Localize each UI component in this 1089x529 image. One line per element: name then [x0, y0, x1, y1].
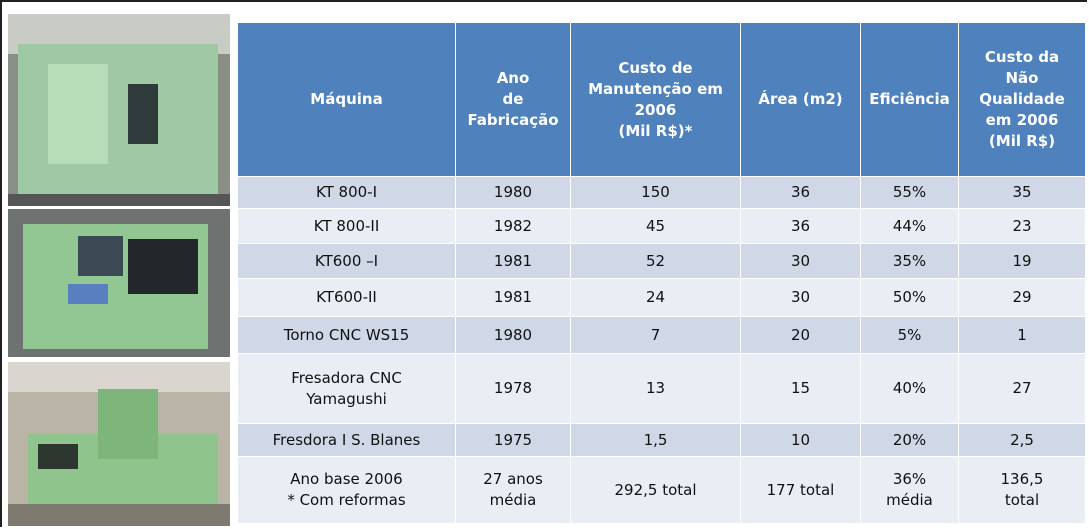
table-cell: 177 total: [740, 456, 861, 524]
table-row: Fresdora I S. Blanes 1975 1,5 10 20% 2,5: [237, 423, 1086, 457]
table-row: KT600 –I 1981 52 30 35% 19: [237, 243, 1086, 279]
header-cell: Ano de Fabricação: [455, 22, 571, 177]
table-cell: 27 anos média: [455, 456, 571, 524]
table-cell: 136,5 total: [958, 456, 1086, 524]
table-row: KT600-II 1981 24 30 50% 29: [237, 278, 1086, 317]
table-cell: Fresdora I S. Blanes: [237, 423, 456, 457]
table-cell: 29: [958, 278, 1086, 317]
table-cell: 150: [570, 176, 741, 209]
table-cell: 36: [740, 208, 861, 244]
machine-photos: [8, 14, 230, 526]
table-cell: 13: [570, 353, 741, 424]
table-cell: 1981: [455, 243, 571, 279]
table-cell: 36% média: [860, 456, 959, 524]
photo-2: [8, 209, 230, 357]
table-cell: KT600 –I: [237, 243, 456, 279]
table-cell: Ano base 2006 * Com reformas: [237, 456, 456, 524]
table-cell: 1982: [455, 208, 571, 244]
table-cell: 10: [740, 423, 861, 457]
table-cell: 23: [958, 208, 1086, 244]
table-cell: 1975: [455, 423, 571, 457]
table-cell: 20%: [860, 423, 959, 457]
table-cell: 292,5 total: [570, 456, 741, 524]
table-cell: Torno CNC WS15: [237, 316, 456, 354]
table-cell: 30: [740, 243, 861, 279]
table-cell: 30: [740, 278, 861, 317]
table-row: Torno CNC WS15 1980 7 20 5% 1: [237, 316, 1086, 354]
table-cell: 27: [958, 353, 1086, 424]
table-cell: 15: [740, 353, 861, 424]
table-cell: 35: [958, 176, 1086, 209]
table-cell: 1,5: [570, 423, 741, 457]
table-cell: 55%: [860, 176, 959, 209]
table-cell: 1980: [455, 316, 571, 354]
table-cell: 24: [570, 278, 741, 317]
header-cell: Custo da Não Qualidade em 2006 (Mil R$): [958, 22, 1086, 177]
header-cell: Eficiência: [860, 22, 959, 177]
table-cell: 52: [570, 243, 741, 279]
table-cell: 44%: [860, 208, 959, 244]
table-row: KT 800-I 1980 150 36 55% 35: [237, 176, 1086, 209]
table-cell: 5%: [860, 316, 959, 354]
header-cell: Área (m2): [740, 22, 861, 177]
table-cell: 2,5: [958, 423, 1086, 457]
table-cell: 19: [958, 243, 1086, 279]
table-cell: 20: [740, 316, 861, 354]
table-cell: 1978: [455, 353, 571, 424]
table-cell: 50%: [860, 278, 959, 317]
header-row: Máquina Ano de Fabricação Custo de Manuten…: [237, 22, 1086, 177]
machine-table: Máquina Ano de Fabricação Custo de Manuten…: [237, 22, 1086, 524]
table-cell: KT600-II: [237, 278, 456, 317]
table-cell: 7: [570, 316, 741, 354]
photo-3: [8, 362, 230, 526]
table-cell: 1981: [455, 278, 571, 317]
table-cell: 1: [958, 316, 1086, 354]
table-cell: KT 800-I: [237, 176, 456, 209]
table-cell: 40%: [860, 353, 959, 424]
table-cell: 36: [740, 176, 861, 209]
table-row: Fresadora CNC Yamagushi 1978 13 15 40% 27: [237, 353, 1086, 424]
table-row: Ano base 2006 * Com reformas 27 anos médi…: [237, 456, 1086, 524]
table-cell: 1980: [455, 176, 571, 209]
table-cell: Fresadora CNC Yamagushi: [237, 353, 456, 424]
table-cell: KT 800-II: [237, 208, 456, 244]
table-cell: 45: [570, 208, 741, 244]
photo-1: [8, 14, 230, 206]
header-cell: Máquina: [237, 22, 456, 177]
table-row: KT 800-II 1982 45 36 44% 23: [237, 208, 1086, 244]
table-cell: 35%: [860, 243, 959, 279]
header-cell: Custo de Manutenção em 2006 (Mil R$)*: [570, 22, 741, 177]
